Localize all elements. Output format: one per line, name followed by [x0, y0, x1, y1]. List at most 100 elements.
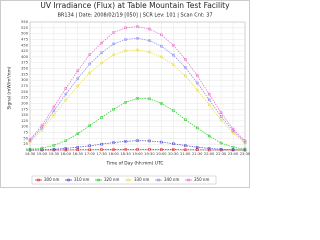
y-tick-label: 50 — [23, 136, 28, 140]
data-point — [100, 41, 103, 45]
data-point — [76, 132, 80, 135]
x-tick-label: 18:00 — [108, 152, 119, 156]
legend-label: 340 nm — [164, 177, 179, 182]
data-point — [184, 66, 187, 69]
data-point — [172, 109, 175, 112]
data-point — [136, 37, 139, 40]
y-tick-label: 525 — [21, 26, 28, 30]
y-tick-label: 425 — [21, 49, 28, 53]
data-point — [219, 115, 223, 118]
data-point — [88, 148, 91, 152]
data-point — [64, 139, 68, 142]
legend-marker — [67, 178, 70, 182]
data-point — [243, 139, 247, 142]
y-tick-label: 275 — [21, 84, 28, 88]
y-tick-label: 100 — [21, 125, 29, 129]
x-axis-title: Time of Day (hh:mm) UTC — [106, 161, 164, 167]
series-line — [29, 49, 246, 144]
data-point — [148, 50, 151, 54]
data-point — [88, 53, 91, 56]
y-tick-label: 225 — [21, 96, 28, 100]
chart: UV Irradiance (Flux) at Table Mountain T… — [0, 0, 250, 188]
y-tick-label: 450 — [21, 43, 29, 47]
data-point — [88, 71, 91, 75]
y-tick-label: 350 — [21, 67, 29, 71]
y-tick-label: 300 — [21, 78, 29, 82]
y-tick-label: 75 — [23, 131, 28, 135]
data-point — [207, 147, 211, 150]
data-point — [184, 144, 187, 147]
data-point — [207, 134, 211, 138]
data-point — [76, 145, 80, 149]
y-tick-label: 200 — [21, 101, 29, 105]
data-point — [172, 44, 175, 47]
data-point — [124, 49, 127, 53]
data-point — [184, 74, 187, 78]
data-point — [52, 148, 56, 151]
data-point — [184, 118, 187, 121]
data-point — [136, 25, 139, 28]
data-point — [124, 38, 127, 41]
y-tick-label: 125 — [21, 119, 28, 123]
x-tick-label: 14:30 — [25, 152, 36, 156]
data-point — [231, 148, 235, 152]
data-point — [52, 113, 56, 117]
data-point — [112, 53, 115, 57]
data-point — [160, 140, 163, 144]
data-point — [160, 102, 163, 105]
y-tick-label: 375 — [21, 61, 28, 65]
y-tick-label: 25 — [23, 142, 28, 146]
data-point — [148, 97, 151, 101]
data-point — [160, 148, 163, 151]
series-line — [29, 37, 246, 143]
y-tick-label: 250 — [21, 90, 29, 94]
x-tick-label: 16:30 — [73, 152, 84, 156]
data-point — [88, 144, 91, 148]
x-tick-label: 23:30 — [240, 152, 250, 156]
x-tick-label: 17:00 — [85, 152, 96, 156]
data-point — [76, 69, 80, 73]
data-point — [207, 148, 211, 152]
data-point — [219, 118, 223, 122]
data-point — [40, 126, 44, 130]
data-point — [76, 77, 80, 80]
data-point — [112, 141, 115, 144]
series-line — [29, 26, 246, 141]
data-point — [64, 98, 68, 102]
data-point — [148, 27, 151, 31]
data-point — [184, 148, 187, 152]
data-point — [100, 51, 103, 54]
x-tick-label: 19:30 — [144, 152, 155, 156]
data-point — [40, 146, 44, 150]
data-point — [76, 148, 80, 152]
data-point — [64, 147, 68, 150]
data-point — [148, 39, 151, 42]
data-point — [172, 142, 175, 145]
data-point — [207, 103, 211, 107]
data-point — [219, 148, 223, 151]
data-point — [172, 148, 175, 151]
data-point — [219, 141, 223, 145]
chart-title: UV Irradiance (Flux) at Table Mountain T… — [40, 1, 230, 10]
data-point — [76, 84, 80, 88]
data-point — [136, 97, 139, 100]
data-point — [207, 92, 211, 96]
x-tick-label: 20:30 — [168, 152, 179, 156]
data-point — [112, 42, 115, 46]
x-tick-label: 21:00 — [180, 152, 191, 156]
data-point — [112, 148, 115, 151]
x-tick-label: 18:30 — [120, 152, 131, 156]
data-point — [231, 145, 235, 149]
data-point — [136, 48, 139, 52]
data-point — [195, 81, 199, 85]
y-tick-label: 475 — [21, 37, 28, 41]
x-tick-label: 16:00 — [61, 152, 72, 156]
legend-label: 300 nm — [44, 177, 59, 182]
data-point — [124, 101, 127, 104]
legend-marker — [127, 178, 130, 182]
data-point — [124, 148, 127, 151]
x-tick-label: 22:00 — [204, 152, 215, 156]
y-tick-label: 500 — [21, 32, 29, 36]
data-point — [40, 128, 44, 132]
y-tick-label: 400 — [21, 55, 29, 59]
